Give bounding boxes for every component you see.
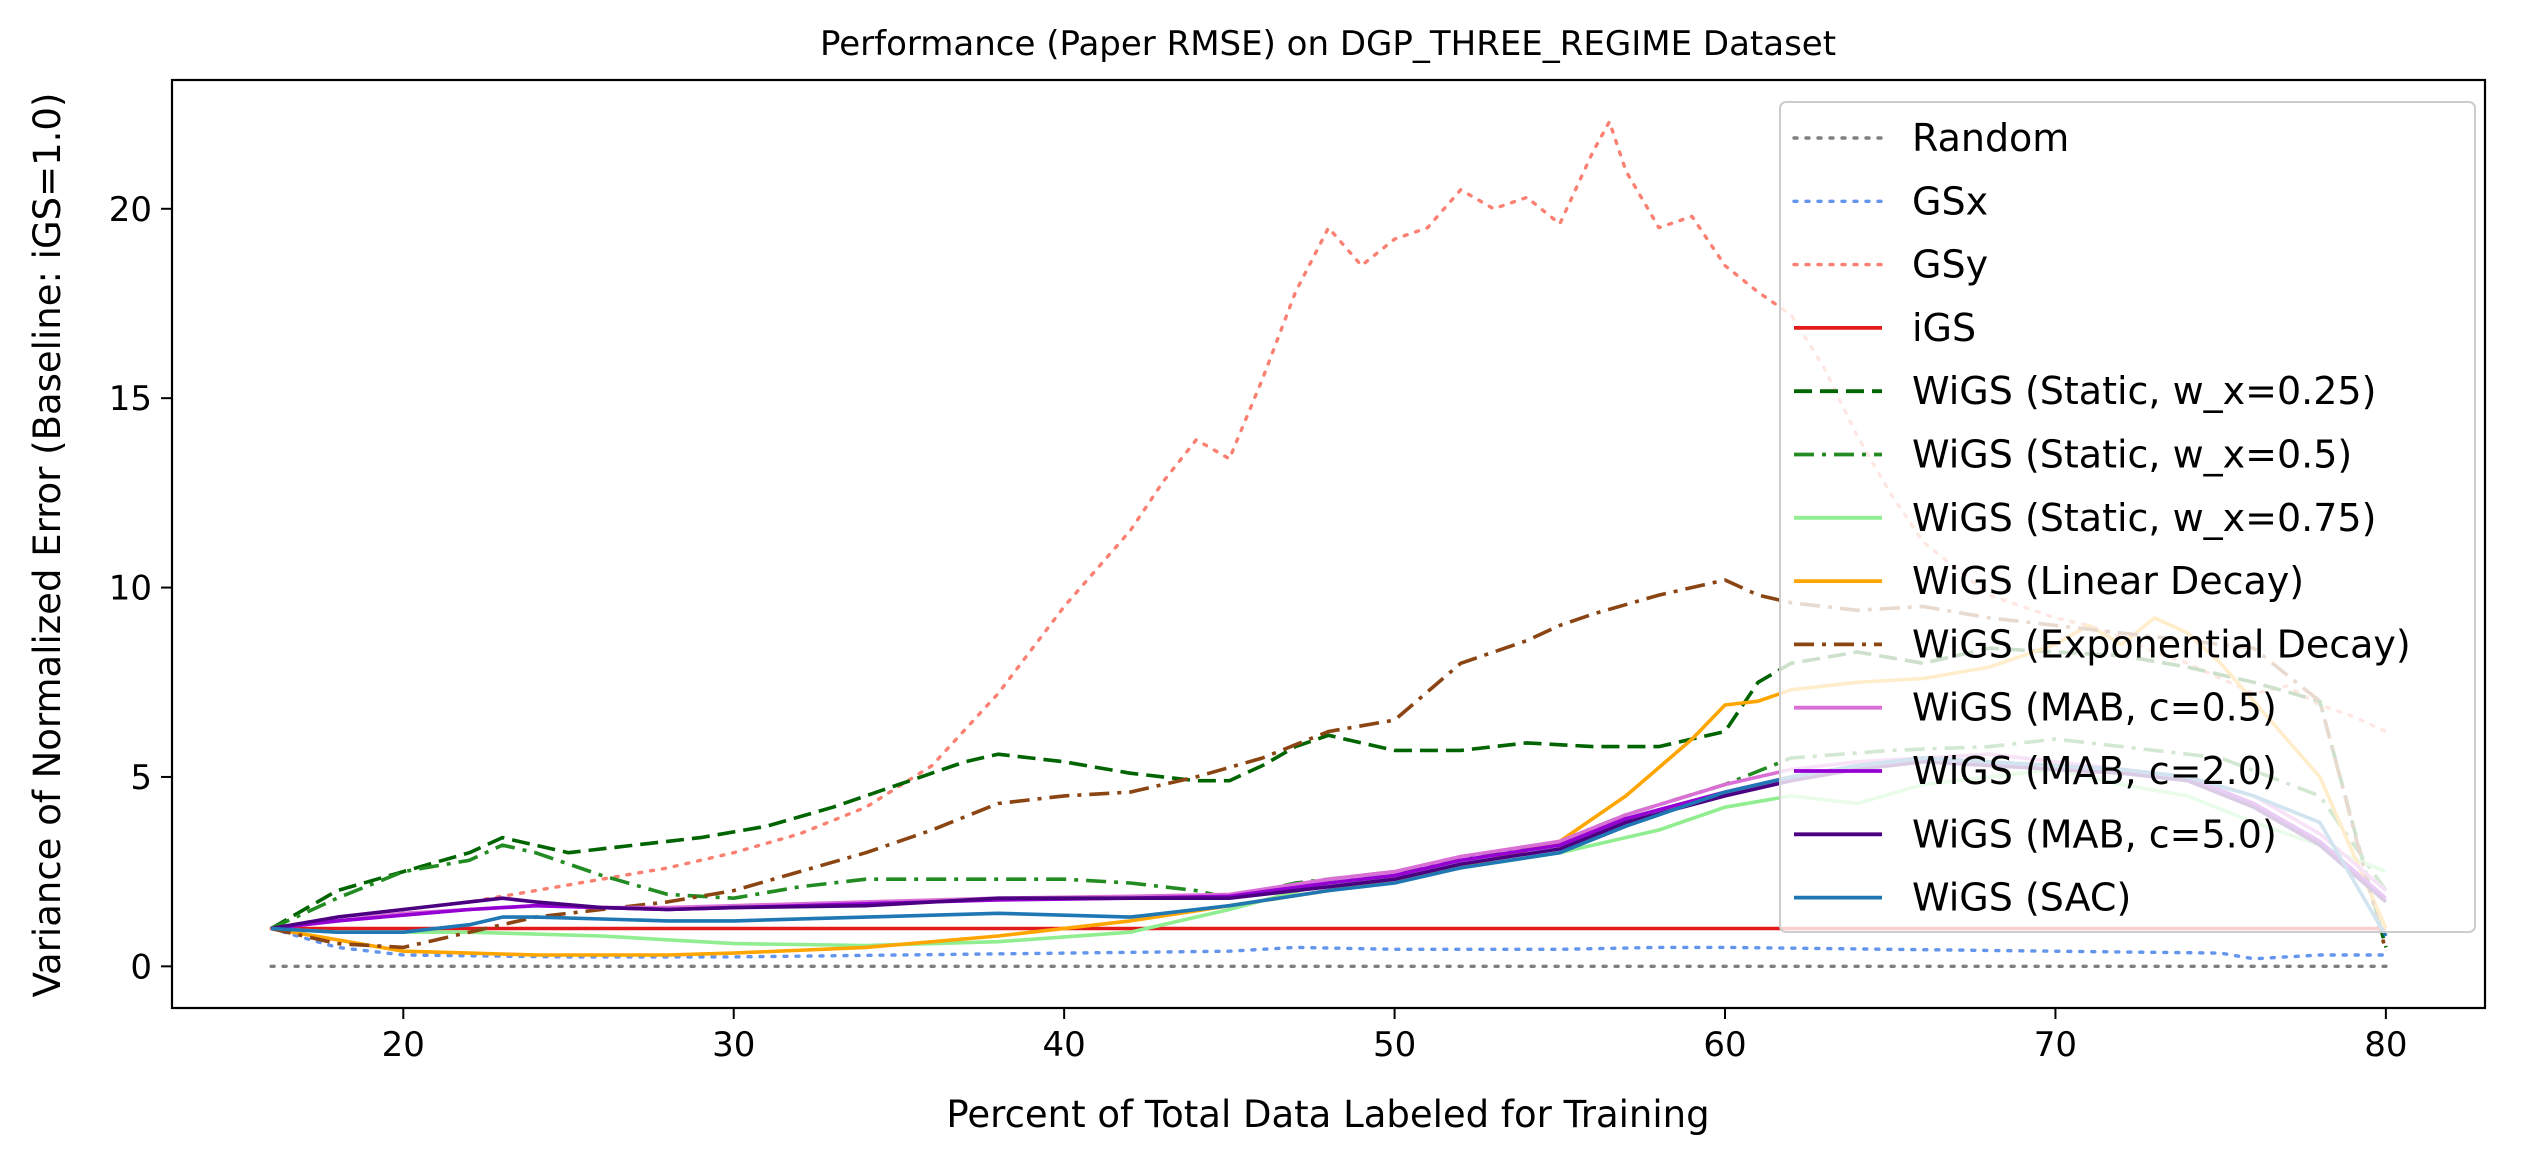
x-tick-label: 20 [382, 1025, 425, 1065]
legend-label-gsx: GSx [1912, 179, 1988, 223]
y-axis: 0 5 10 15 20 [109, 190, 172, 987]
plot-area-frame [170, 78, 2487, 1010]
series-line-gsy [269, 120, 2388, 931]
y-tick-label: 15 [109, 379, 152, 419]
legend-label-wigs-exponential-decay: WiGS (Exponential Decay) [1912, 622, 2411, 666]
legend-label-wigs-mab-c-5-0: WiGS (MAB, c=5.0) [1912, 812, 2277, 856]
x-tick-label: 50 [1373, 1025, 1416, 1065]
legend-label-random: Random [1912, 116, 2069, 160]
y-tick-label: 10 [109, 569, 152, 609]
y-axis-label: Variance of Normalized Error (Baseline: … [26, 93, 69, 998]
y-tick-label: 0 [130, 947, 152, 987]
legend-label-wigs-mab-c-2-0: WiGS (MAB, c=2.0) [1912, 749, 2277, 793]
legend-label-wigs-static-w-x-0-25: WiGS (Static, w_x=0.25) [1912, 369, 2376, 413]
legend-label-wigs-static-w-x-0-5: WiGS (Static, w_x=0.5) [1912, 433, 2352, 477]
x-tick-label: 60 [1703, 1025, 1746, 1065]
x-tick-label: 40 [1043, 1025, 1086, 1065]
x-tick-label: 70 [2034, 1025, 2077, 1065]
legend-label-wigs-static-w-x-0-75: WiGS (Static, w_x=0.75) [1912, 496, 2376, 540]
x-axis-label: Percent of Total Data Labeled for Traini… [946, 1093, 1709, 1136]
y-tick-label: 20 [109, 190, 152, 230]
legend-box [1779, 101, 2476, 933]
x-tick-label: 30 [712, 1025, 755, 1065]
x-tick-label: 80 [2364, 1025, 2407, 1065]
legend-label-gsy: GSy [1912, 243, 1988, 287]
legend-label-wigs-mab-c-0-5: WiGS (MAB, c=0.5) [1912, 686, 2277, 730]
series-line-gsx [269, 926, 2388, 961]
legend-label-igs: iGS [1912, 306, 1976, 350]
chart-title: Performance (Paper RMSE) on DGP_THREE_RE… [820, 24, 1836, 64]
legend-label-wigs-sac: WiGS (SAC) [1912, 876, 2131, 920]
legend: Random GSx GSy iGS WiGS (Static, w_x=0.25) Wi… [1779, 101, 2476, 933]
x-axis: 20 30 40 50 60 70 80 [382, 1008, 2408, 1065]
y-tick-label: 5 [130, 758, 152, 798]
legend-label-wigs-linear-decay: WiGS (Linear Decay) [1912, 559, 2304, 603]
